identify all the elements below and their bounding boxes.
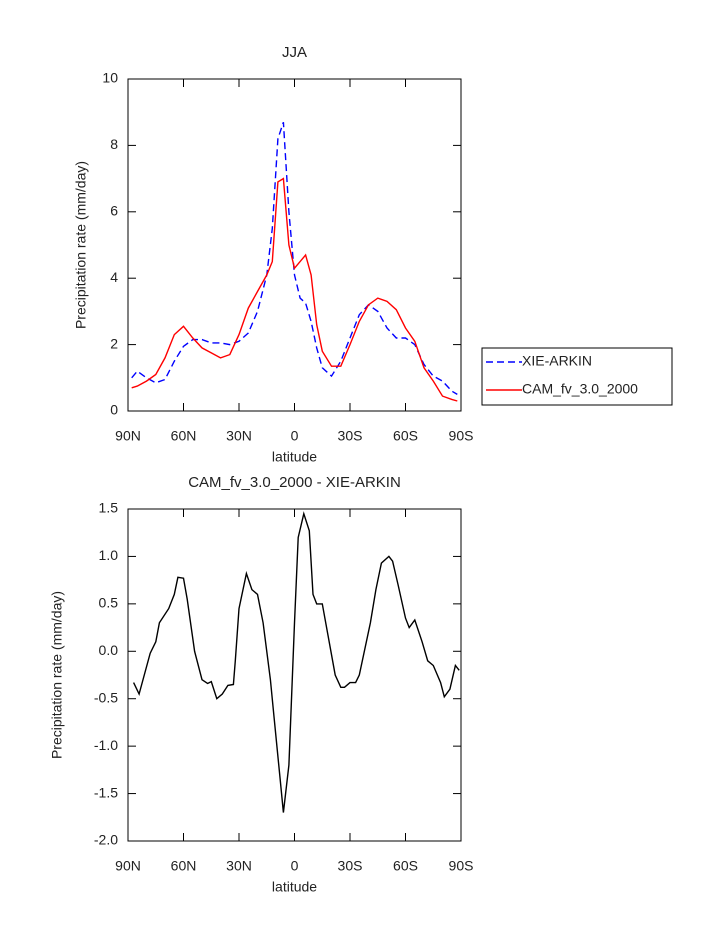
- x-tick-label: 60N: [171, 428, 197, 444]
- x-tick-label: 60S: [393, 858, 418, 874]
- chart-title: CAM_fv_3.0_2000 - XIE-ARKIN: [188, 474, 401, 491]
- y-tick-label: -0.5: [94, 689, 118, 705]
- y-tick-label: -1.0: [94, 737, 118, 753]
- y-tick-label: 6: [110, 203, 118, 219]
- data-line: [131, 177, 458, 402]
- x-tick-label: 0: [291, 858, 299, 874]
- x-axis-label: latitude: [272, 879, 317, 895]
- plot-frame: [127, 508, 462, 842]
- x-axis-label: latitude: [272, 449, 317, 465]
- x-tick-label: 90S: [449, 428, 474, 444]
- legend-box: [481, 347, 673, 406]
- y-tick-label: 0.0: [99, 642, 119, 658]
- y-tick-label: 8: [110, 136, 118, 152]
- legend-label: CAM_fv_3.0_2000: [522, 381, 638, 397]
- x-tick-label: 0: [291, 428, 299, 444]
- y-tick-label: 4: [110, 269, 118, 285]
- y-tick-label: 1.5: [99, 500, 119, 516]
- y-tick-label: -2.0: [94, 832, 118, 848]
- y-tick-label: 10: [102, 70, 118, 86]
- x-tick-label: 30S: [338, 428, 363, 444]
- y-tick-label: 2: [110, 335, 118, 351]
- y-axis-label: Precipitation rate (mm/day): [73, 161, 89, 329]
- y-tick-label: 1.0: [99, 547, 119, 563]
- x-tick-label: 30N: [226, 858, 252, 874]
- plot-frame: [127, 78, 462, 412]
- x-tick-label: 60N: [171, 858, 197, 874]
- data-line: [131, 121, 458, 396]
- x-tick-label: 30N: [226, 428, 252, 444]
- x-tick-label: 90N: [115, 428, 141, 444]
- x-tick-label: 90N: [115, 858, 141, 874]
- y-axis-label: Precipitation rate (mm/day): [49, 591, 65, 759]
- chart-title: JJA: [282, 44, 307, 61]
- y-tick-label: -1.5: [94, 784, 118, 800]
- x-tick-label: 60S: [393, 428, 418, 444]
- y-tick-label: 0: [110, 402, 118, 418]
- legend-label: XIE-ARKIN: [522, 353, 592, 369]
- data-line: [132, 511, 460, 813]
- x-tick-label: 30S: [338, 858, 363, 874]
- y-tick-label: 0.5: [99, 595, 119, 611]
- x-tick-label: 90S: [449, 858, 474, 874]
